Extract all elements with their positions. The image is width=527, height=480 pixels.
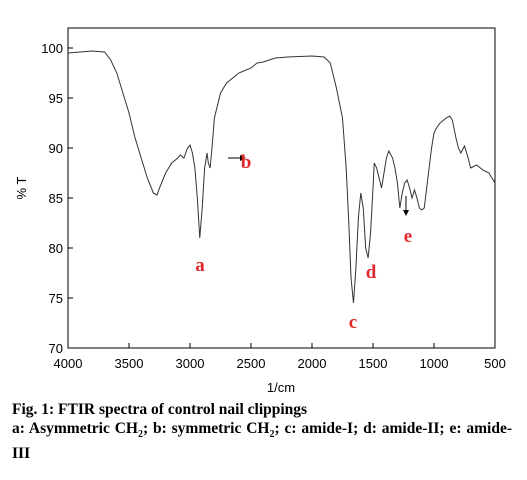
annotation: a: [195, 255, 205, 276]
y-tick-label: 85: [49, 191, 63, 206]
y-tick-label: 100: [41, 41, 63, 56]
caption-part: ; b: symmetric CH: [142, 420, 270, 437]
y-tick-label: 75: [49, 291, 63, 306]
x-tick-label: 1500: [359, 356, 388, 371]
annotation: c: [349, 312, 357, 333]
y-axis-label: % T: [14, 177, 29, 200]
x-tick-label: 500: [484, 356, 506, 371]
annotation: e: [404, 226, 412, 247]
subscript: 2: [137, 429, 143, 441]
y-tick-label: 70: [49, 341, 63, 356]
x-tick-label: 1000: [420, 356, 449, 371]
chart: 1/cm % T 4000 3500 3000 2500 2000 1500 1000 500…: [14, 27, 506, 395]
x-tick-label: 4000: [54, 356, 83, 371]
arrow-head: [403, 210, 409, 216]
caption-part: a: Asymmetric CH: [12, 420, 138, 437]
caption-part: ; c: amide-I; d: amide-II; e: amide-III: [12, 420, 513, 463]
x-axis-label: 1/cm: [267, 380, 295, 395]
y-tick-label: 90: [49, 141, 63, 156]
y-tick-label: 80: [49, 241, 63, 256]
y-tick-label: 95: [49, 91, 63, 106]
annotation: d: [366, 262, 377, 283]
x-tick-label: 3500: [115, 356, 144, 371]
arrow-head: [240, 155, 246, 161]
plot-frame: [67, 27, 496, 349]
x-tick-label: 2000: [298, 356, 327, 371]
annotation: b: [241, 152, 252, 173]
caption-title: Fig. 1: FTIR spectra of control nail cli…: [12, 401, 308, 418]
x-tick-label: 2500: [237, 356, 266, 371]
spectrum-line: [67, 50, 496, 304]
x-tick-label: 3000: [176, 356, 205, 371]
caption: Fig. 1: FTIR spectra of control nail cli…: [12, 400, 512, 463]
caption-text: a: Asymmetric CH2; b: symmetric CH2; c: …: [12, 419, 512, 463]
subscript: 2: [269, 429, 275, 441]
